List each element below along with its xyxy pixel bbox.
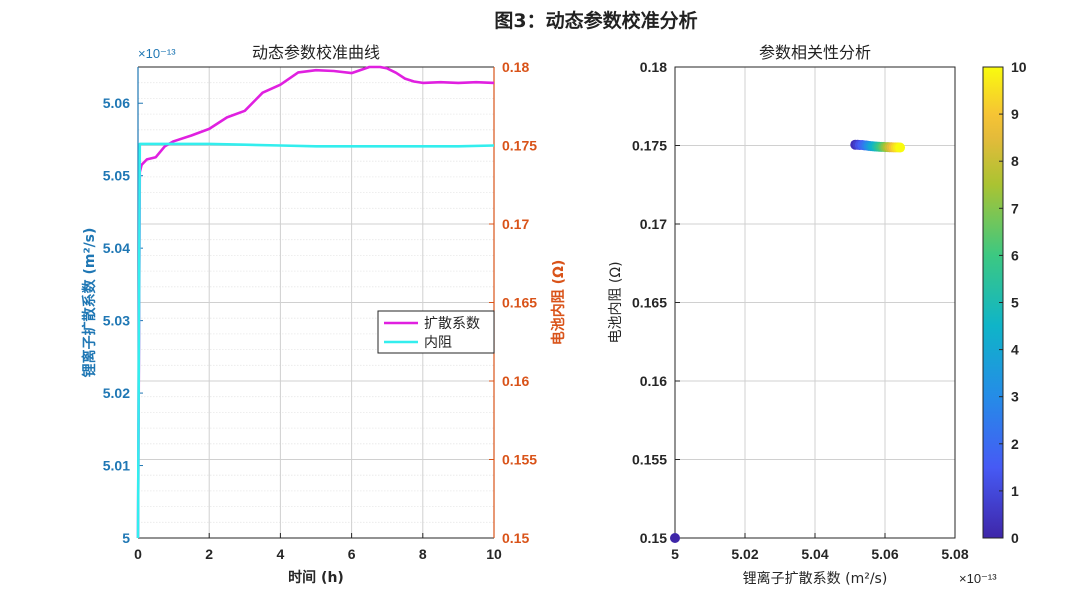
colorbar-tick-label: 1 <box>1011 483 1019 499</box>
left-line-chart: 0 2 4 6 8 100.15 0.155 0.16 0.165 0.17 0.175 0.18 5 5… <box>81 46 567 586</box>
colorbar-tick-label: 9 <box>1011 106 1019 122</box>
right-y-tick-label: 0.155 <box>632 452 667 468</box>
left-axis-tick-label: 5.03 <box>103 313 130 329</box>
right-y-tick-label: 0.18 <box>640 59 667 75</box>
right-axis-tick-label: 0.175 <box>502 138 537 154</box>
right-y-tick-label: 0.17 <box>640 216 667 232</box>
colorbar-tick-label: 10 <box>1011 59 1027 75</box>
left-chart-title: 动态参数校准曲线 <box>252 43 380 62</box>
right-x-exponent-label: ×10⁻¹³ <box>959 571 997 586</box>
right-y-axis-label: 电池内阻 (Ω) <box>608 261 624 343</box>
scatter-point <box>670 533 680 543</box>
right-y-tick-label: 0.16 <box>640 373 667 389</box>
right-plot-border <box>674 66 956 539</box>
legend-label: 扩散系数 <box>424 316 480 332</box>
left-axis-tick-label: 5.06 <box>103 95 130 111</box>
right-axis-tick-label: 0.15 <box>502 530 529 546</box>
series-line-resistance <box>136 142 495 539</box>
legend-box <box>377 310 495 354</box>
figure-title: 图3：动态参数校准分析 <box>494 9 697 32</box>
left-y-axis-label: 锂离子扩散系数 (m²/s) <box>81 228 98 378</box>
left-axis-tick-label: 5.02 <box>103 385 130 401</box>
right-y-axis-label: 电池内阻 (Ω) <box>550 260 567 346</box>
colorbar: 0 1 2 3 4 5 6 7 8 9 10 <box>982 59 1027 546</box>
right-x-tick-label: 5.08 <box>941 546 968 562</box>
right-y-tick-label: 0.175 <box>632 138 667 154</box>
right-scatter-chart: 5 5.02 5.04 5.06 5.08 0.15 0.155 0.16 0.165 0.17 0… <box>608 59 997 587</box>
legend-label: 内阻 <box>424 335 452 351</box>
right-x-tick-label: 5 <box>671 546 679 562</box>
right-axis-tick-label: 0.165 <box>502 295 537 311</box>
colorbar-tick-label: 7 <box>1011 200 1019 216</box>
colorbar-tick-label: 5 <box>1011 295 1019 311</box>
right-chart-title: 参数相关性分析 <box>759 43 871 62</box>
colorbar-tick-label: 6 <box>1011 247 1019 263</box>
left-x-tick-label: 10 <box>486 546 502 562</box>
colorbar-tick-label: 4 <box>1011 342 1019 358</box>
left-x-tick-label: 2 <box>205 546 213 562</box>
left-axis-tick-label: 5.04 <box>103 240 130 256</box>
left-axis-tick-label: 5.01 <box>103 458 130 474</box>
right-x-tick-label: 5.06 <box>871 546 898 562</box>
right-axis-tick-label: 0.18 <box>502 59 529 75</box>
scatter-point <box>895 142 906 153</box>
right-x-axis-label: 锂离子扩散系数 (m²/s) <box>743 570 888 587</box>
series-line-diffusion <box>136 65 495 539</box>
right-axis-tick-label: 0.16 <box>502 373 529 389</box>
right-x-tick-label: 5.02 <box>731 546 758 562</box>
left-axis-tick-label: 5.05 <box>103 168 130 184</box>
left-x-tick-label: 0 <box>134 546 142 562</box>
colorbar-tick-label: 2 <box>1011 436 1019 452</box>
right-y-tick-label: 0.165 <box>632 295 667 311</box>
left-exponent-label: ×10⁻¹³ <box>138 46 176 61</box>
left-x-tick-label: 6 <box>348 546 356 562</box>
left-x-tick-label: 4 <box>277 546 285 562</box>
left-x-tick-label: 8 <box>419 546 427 562</box>
colorbar-tick-label: 3 <box>1011 389 1019 405</box>
right-axis-tick-label: 0.155 <box>502 452 537 468</box>
colorbar-tick-label: 8 <box>1011 153 1019 169</box>
colorbar-tick-label: 0 <box>1011 530 1019 546</box>
right-y-tick-label: 0.15 <box>640 530 667 546</box>
left-x-axis-label: 时间 (h) <box>288 569 344 586</box>
left-axis-tick-label: 5 <box>122 530 130 546</box>
right-x-tick-label: 5.04 <box>801 546 828 562</box>
right-axis-tick-label: 0.17 <box>502 216 529 232</box>
